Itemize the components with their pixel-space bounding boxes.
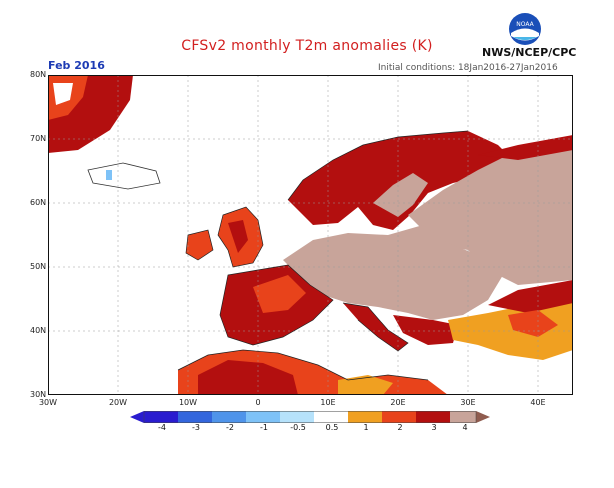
noaa-logo-icon: NOAA: [509, 13, 541, 45]
logo-text: NOAA: [516, 21, 534, 28]
colorbar-swatch-4: [246, 411, 280, 423]
colorbar-swatch-1: [144, 411, 178, 423]
colorbar-swatch-5: [280, 411, 314, 423]
map-area: [48, 75, 573, 395]
colorbar-tick-4: -1: [260, 423, 268, 432]
anomaly-map: [48, 75, 573, 395]
initial-conditions: Initial conditions: 18Jan2016-27Jan2016: [378, 63, 558, 73]
map-title: CFSv2 monthly T2m anomalies (K): [181, 38, 433, 54]
lon-label-20w: 20W: [108, 398, 128, 407]
lat-label-30n: 30N: [30, 390, 47, 399]
lon-label-30e: 30E: [460, 398, 476, 407]
lat-label-70n: 70N: [30, 134, 47, 143]
colorbar-swatch-6: [314, 411, 348, 423]
forecast-period: Feb 2016: [48, 59, 105, 72]
lat-label-60n: 60N: [30, 198, 47, 207]
colorbar-tick-5: -0.5: [290, 423, 306, 432]
colorbar-tick-6: 0.5: [325, 423, 339, 432]
colorbar-tick-1: -4: [158, 423, 166, 432]
colorbar-swatch-10: [450, 411, 476, 423]
colorbar-swatch-8: [382, 411, 416, 423]
lon-label-10w: 10W: [178, 398, 198, 407]
lat-label-50n: 50N: [30, 262, 47, 271]
colorbar-tick-8: 2: [397, 423, 403, 432]
colorbar: [130, 411, 490, 423]
lat-label-40n: 40N: [30, 326, 47, 335]
colorbar-swatch-2: [178, 411, 212, 423]
colorbar-tick-9: 3: [431, 423, 437, 432]
lon-label-20e: 20E: [390, 398, 406, 407]
colorbar-tick-7: 1: [363, 423, 369, 432]
lat-label-80n: 80N: [30, 70, 47, 79]
colorbar-swatch-3: [212, 411, 246, 423]
colorbar-tick-3: -2: [226, 423, 234, 432]
colorbar-high-arrow: [476, 411, 490, 423]
lon-label-40e: 40E: [530, 398, 546, 407]
colorbar-swatch-7: [348, 411, 382, 423]
colorbar-tick-2: -3: [192, 423, 200, 432]
colorbar-low-arrow: [130, 411, 144, 423]
agency-label: NWS/NCEP/CPC: [482, 46, 577, 59]
colorbar-tick-10: 4: [462, 423, 468, 432]
colorbar-swatch-9: [416, 411, 450, 423]
lon-label-10e: 10E: [320, 398, 336, 407]
lon-label-0: 0: [255, 398, 261, 407]
lon-label-30w: 30W: [38, 398, 58, 407]
